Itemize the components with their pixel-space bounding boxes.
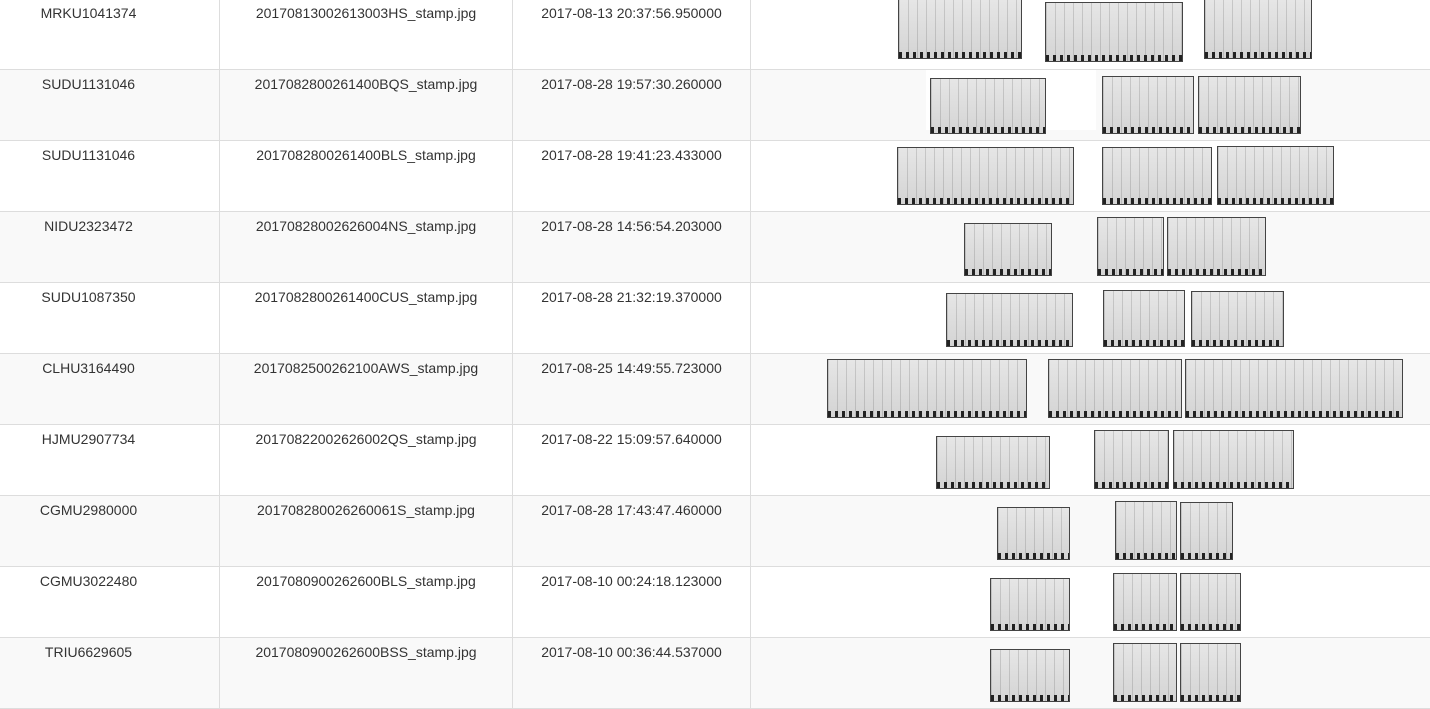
scan-time: 2017-08-25 14:49:55.723000	[513, 354, 751, 424]
scan-images-cell	[751, 354, 1430, 424]
xray-scan-images[interactable]	[751, 425, 1430, 495]
container-id: SUDU1131046	[0, 70, 220, 140]
file-name: 2017082800261400CUS_stamp.jpg	[220, 283, 513, 353]
container-id: CGMU2980000	[0, 496, 220, 566]
scan-images-cell	[751, 212, 1430, 282]
container-id: CLHU3164490	[0, 354, 220, 424]
xray-scan-images[interactable]	[751, 141, 1430, 211]
table-row[interactable]: CLHU3164490 2017082500262100AWS_stamp.jp…	[0, 354, 1430, 425]
file-name: 2017080900262600BLS_stamp.jpg	[220, 567, 513, 637]
table-row[interactable]: SUDU1131046 2017082800261400BLS_stamp.jp…	[0, 141, 1430, 212]
file-name: 2017082800261400BQS_stamp.jpg	[220, 70, 513, 140]
file-name: 2017082500262100AWS_stamp.jpg	[220, 354, 513, 424]
file-name: 20170828002626004NS_stamp.jpg	[220, 212, 513, 282]
scan-time: 2017-08-28 14:56:54.203000	[513, 212, 751, 282]
file-name: 201708280026260061S_stamp.jpg	[220, 496, 513, 566]
container-id: HJMU2907734	[0, 425, 220, 495]
xray-scan-images[interactable]	[751, 283, 1430, 353]
scan-time: 2017-08-28 21:32:19.370000	[513, 283, 751, 353]
table-row[interactable]: MRKU1041374 20170813002613003HS_stamp.jp…	[0, 0, 1430, 70]
xray-scan-images[interactable]	[751, 70, 1430, 140]
scan-images-cell	[751, 638, 1430, 708]
xray-scan-images[interactable]	[751, 212, 1430, 282]
xray-scan-images[interactable]	[751, 496, 1430, 566]
scan-images-cell	[751, 425, 1430, 495]
container-id: MRKU1041374	[0, 0, 220, 69]
table-row[interactable]: TRIU6629605 2017080900262600BSS_stamp.jp…	[0, 638, 1430, 709]
scan-images-cell	[751, 283, 1430, 353]
scan-images-cell	[751, 141, 1430, 211]
container-id: TRIU6629605	[0, 638, 220, 708]
table-row[interactable]: CGMU3022480 2017080900262600BLS_stamp.jp…	[0, 567, 1430, 638]
scan-time: 2017-08-13 20:37:56.950000	[513, 0, 751, 69]
table-row[interactable]: CGMU2980000 201708280026260061S_stamp.jp…	[0, 496, 1430, 567]
scan-images-cell	[751, 496, 1430, 566]
table-row[interactable]: SUDU1087350 2017082800261400CUS_stamp.jp…	[0, 283, 1430, 354]
xray-scan-images[interactable]	[751, 0, 1430, 69]
scan-images-cell	[751, 70, 1430, 140]
container-id: SUDU1087350	[0, 283, 220, 353]
container-id: SUDU1131046	[0, 141, 220, 211]
scan-time: 2017-08-10 00:24:18.123000	[513, 567, 751, 637]
container-id: NIDU2323472	[0, 212, 220, 282]
xray-scan-images[interactable]	[751, 638, 1430, 708]
xray-scan-images[interactable]	[751, 354, 1430, 424]
scan-time: 2017-08-28 19:57:30.260000	[513, 70, 751, 140]
file-name: 2017080900262600BSS_stamp.jpg	[220, 638, 513, 708]
scan-images-cell	[751, 567, 1430, 637]
table-row[interactable]: HJMU2907734 20170822002626002QS_stamp.jp…	[0, 425, 1430, 496]
file-name: 20170822002626002QS_stamp.jpg	[220, 425, 513, 495]
scan-time: 2017-08-10 00:36:44.537000	[513, 638, 751, 708]
container-id: CGMU3022480	[0, 567, 220, 637]
file-name: 2017082800261400BLS_stamp.jpg	[220, 141, 513, 211]
xray-scan-images[interactable]	[751, 567, 1430, 637]
table-row[interactable]: SUDU1131046 2017082800261400BQS_stamp.jp…	[0, 70, 1430, 141]
scan-time: 2017-08-28 19:41:23.433000	[513, 141, 751, 211]
table-row[interactable]: NIDU2323472 20170828002626004NS_stamp.jp…	[0, 212, 1430, 283]
file-name: 20170813002613003HS_stamp.jpg	[220, 0, 513, 69]
scan-time: 2017-08-22 15:09:57.640000	[513, 425, 751, 495]
scan-images-cell	[751, 0, 1430, 69]
scan-time: 2017-08-28 17:43:47.460000	[513, 496, 751, 566]
